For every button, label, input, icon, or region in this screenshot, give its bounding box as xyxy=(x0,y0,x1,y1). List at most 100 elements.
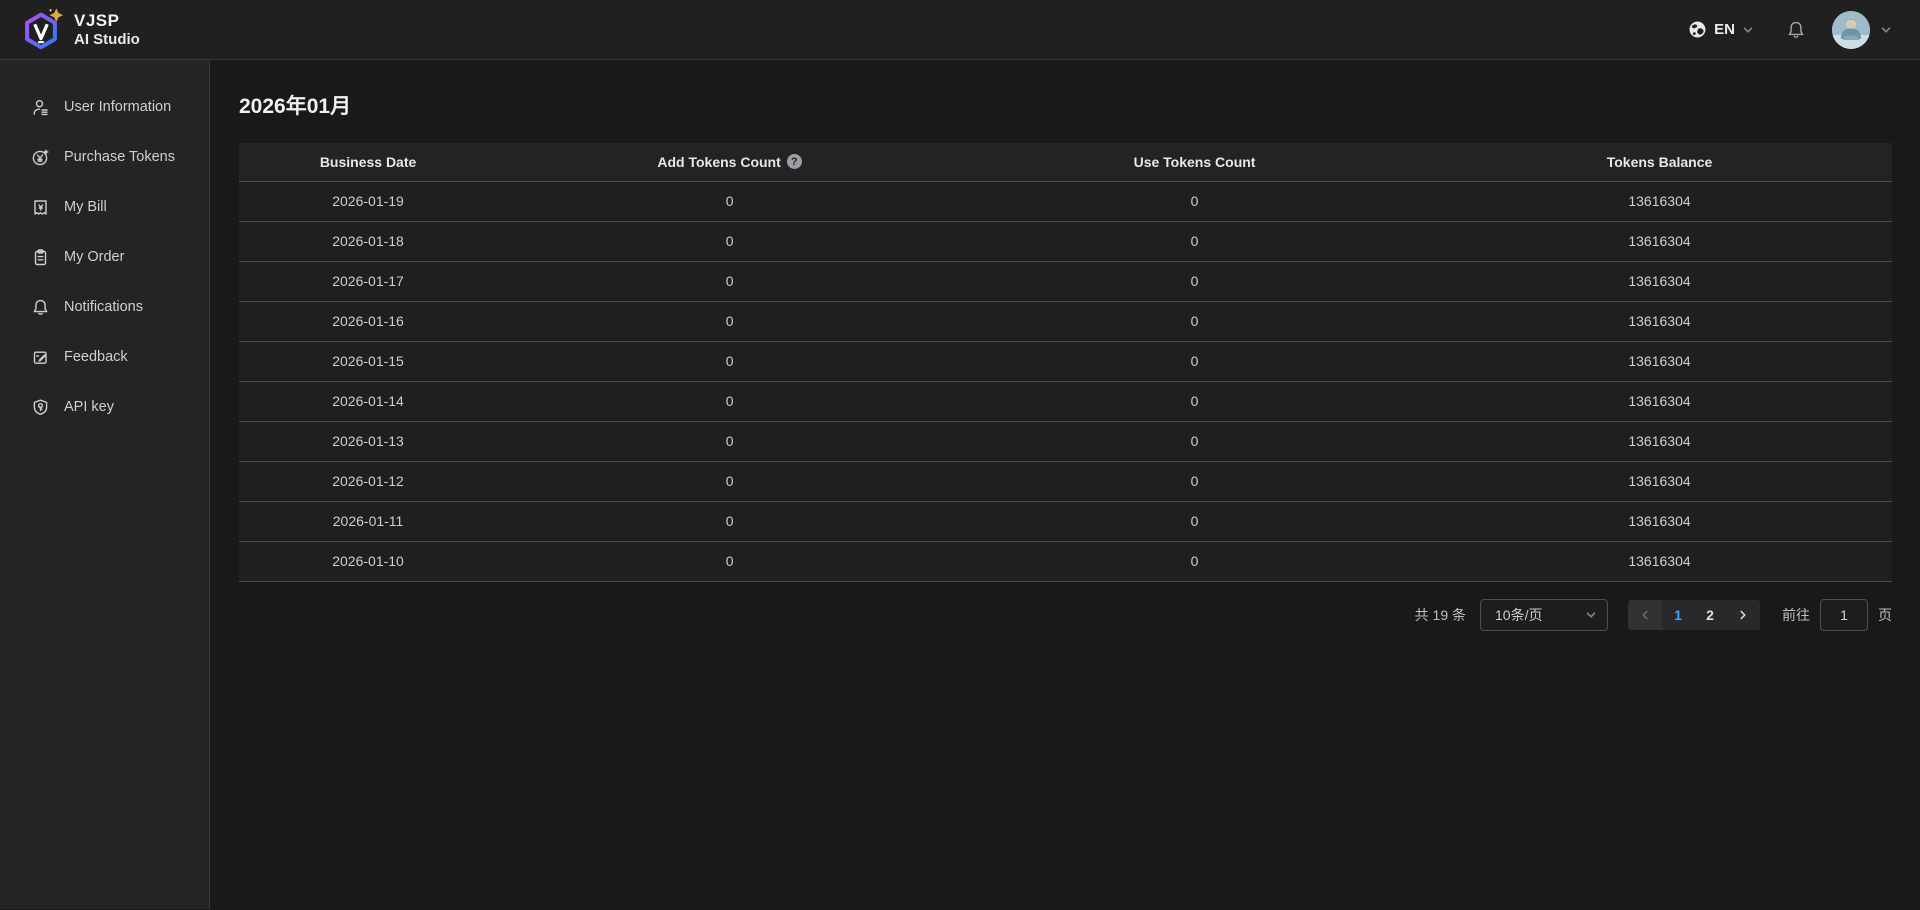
table-cell: 13616304 xyxy=(1427,461,1892,502)
notification-bell-button[interactable] xyxy=(1786,20,1806,40)
main-content: 2026年01月 Business Date Add Tokens Count … xyxy=(210,60,1920,909)
table-cell: 0 xyxy=(497,341,963,382)
avatar[interactable] xyxy=(1832,10,1870,49)
prev-page-button[interactable] xyxy=(1628,599,1662,630)
bell-icon xyxy=(1788,21,1804,38)
brand-logo-icon xyxy=(25,7,64,49)
sidebar-item-label: My Order xyxy=(64,249,125,265)
chevron-left-icon xyxy=(1642,610,1648,619)
table-row: 2026-01-16 0 0 13616304 xyxy=(239,301,1892,342)
table-cell: 13616304 xyxy=(1427,381,1892,422)
language-switcher[interactable]: EN xyxy=(1688,20,1754,39)
table-cell: 13616304 xyxy=(1427,541,1892,582)
page-size-select[interactable]: 10条/页 xyxy=(1480,598,1608,631)
sidebar-item-purchase-tokens[interactable]: Purchase Tokens xyxy=(0,132,209,182)
table-cell: 0 xyxy=(962,501,1428,542)
page-jumper: 前往 页 xyxy=(1782,598,1892,631)
table-row: 2026-01-15 0 0 13616304 xyxy=(239,341,1892,382)
table-cell: 0 xyxy=(497,421,963,462)
table-cell: 0 xyxy=(497,301,963,342)
table-row: 2026-01-13 0 0 13616304 xyxy=(239,421,1892,462)
column-header-business-date: Business Date xyxy=(239,143,498,182)
table-cell: 2026-01-14 xyxy=(239,381,498,422)
language-label: EN xyxy=(1714,21,1735,38)
sidebar-item-api-key[interactable]: API key xyxy=(0,382,209,432)
sidebar-item-label: User Information xyxy=(64,99,172,115)
help-icon[interactable]: ? xyxy=(786,154,802,170)
select-chevron-down-icon xyxy=(1586,611,1596,618)
table-cell: 2026-01-12 xyxy=(239,461,498,502)
edit-note-icon xyxy=(31,348,50,367)
table-row: 2026-01-19 0 0 13616304 xyxy=(239,181,1892,222)
table-cell: 0 xyxy=(962,221,1428,262)
table-cell: 13616304 xyxy=(1427,301,1892,342)
table-cell: 0 xyxy=(962,421,1428,462)
table-row: 2026-01-18 0 0 13616304 xyxy=(239,221,1892,262)
table-row: 2026-01-17 0 0 13616304 xyxy=(239,261,1892,302)
sidebar-item-label: Notifications xyxy=(64,299,143,315)
table-cell: 2026-01-13 xyxy=(239,421,498,462)
avatar-chevron-down-icon[interactable] xyxy=(1880,24,1892,36)
page-button-1[interactable]: 1 xyxy=(1674,606,1682,623)
sidebar-item-label: My Bill xyxy=(64,199,107,215)
table-cell: 13616304 xyxy=(1427,221,1892,262)
goto-label: 前往 xyxy=(1782,606,1810,623)
sidebar-item-my-bill[interactable]: My Bill xyxy=(0,182,209,232)
sidebar-item-feedback[interactable]: Feedback xyxy=(0,332,209,382)
table-cell: 13616304 xyxy=(1427,181,1892,222)
page-title: 2026年01月 xyxy=(239,95,352,118)
table-cell: 2026-01-15 xyxy=(239,341,498,382)
pagination-total: 共 19 条 xyxy=(1414,606,1466,623)
table-row: 2026-01-11 0 0 13616304 xyxy=(239,501,1892,542)
sidebar-item-label: Feedback xyxy=(64,349,128,365)
page-unit-label: 页 xyxy=(1878,606,1892,623)
table-header-row: Business Date Add Tokens Count ? Use Tok… xyxy=(239,143,1892,182)
brand: VJSP AI Studio xyxy=(18,7,140,53)
table-cell: 0 xyxy=(962,261,1428,302)
table-cell: 2026-01-17 xyxy=(239,261,498,302)
chevron-down-icon xyxy=(1743,26,1753,33)
table-cell: 0 xyxy=(962,541,1428,582)
brand-name: VJSP xyxy=(74,11,120,31)
sidebar-item-label: API key xyxy=(64,399,114,415)
sidebar-item-user-information[interactable]: User Information xyxy=(0,82,209,132)
table-cell: 2026-01-19 xyxy=(239,181,498,222)
pager: 1 2 xyxy=(1628,599,1760,630)
column-header-tokens-balance: Tokens Balance xyxy=(1427,143,1892,182)
table-cell: 0 xyxy=(497,261,963,302)
user-icon xyxy=(31,98,50,117)
table-body: 2026-01-19 0 0 13616304 2026-01-18 0 0 13616304… xyxy=(239,181,1892,582)
yen-coin-icon xyxy=(31,148,50,167)
page-button-2[interactable]: 2 xyxy=(1706,606,1714,623)
sidebar-item-label: Purchase Tokens xyxy=(64,149,175,165)
sidebar: User Information Purchase Tokens My Bill My… xyxy=(0,60,210,909)
bell-icon xyxy=(31,298,50,317)
table-cell: 2026-01-10 xyxy=(239,541,498,582)
table-cell: 2026-01-18 xyxy=(239,221,498,262)
table-cell: 13616304 xyxy=(1427,341,1892,382)
table-cell: 0 xyxy=(497,381,963,422)
shield-key-icon xyxy=(31,398,50,417)
goto-page-input[interactable] xyxy=(1820,598,1868,631)
table-row: 2026-01-12 0 0 13616304 xyxy=(239,461,1892,502)
table-cell: 13616304 xyxy=(1427,421,1892,462)
table-cell: 0 xyxy=(962,461,1428,502)
top-bar: VJSP AI Studio EN xyxy=(0,0,1920,60)
column-header-add-tokens: Add Tokens Count ? xyxy=(497,143,963,182)
sidebar-item-notifications[interactable]: Notifications xyxy=(0,282,209,332)
table-cell: 0 xyxy=(962,301,1428,342)
next-page-button[interactable] xyxy=(1726,600,1760,630)
pagination: 共 19 条 10条/页 1 2 xyxy=(239,598,1892,631)
table-cell: 0 xyxy=(497,541,963,582)
tokens-table: Business Date Add Tokens Count ? Use Tok… xyxy=(239,143,1892,582)
table-cell: 0 xyxy=(497,461,963,502)
table-row: 2026-01-10 0 0 13616304 xyxy=(239,541,1892,582)
table-cell: 0 xyxy=(962,381,1428,422)
table-cell: 0 xyxy=(497,221,963,262)
table-cell: 2026-01-16 xyxy=(239,301,498,342)
table-cell: 0 xyxy=(962,181,1428,222)
sidebar-item-my-order[interactable]: My Order xyxy=(0,232,209,282)
table-cell: 0 xyxy=(497,181,963,222)
clipboard-icon xyxy=(31,248,50,267)
brand-subtitle: AI Studio xyxy=(74,30,140,48)
